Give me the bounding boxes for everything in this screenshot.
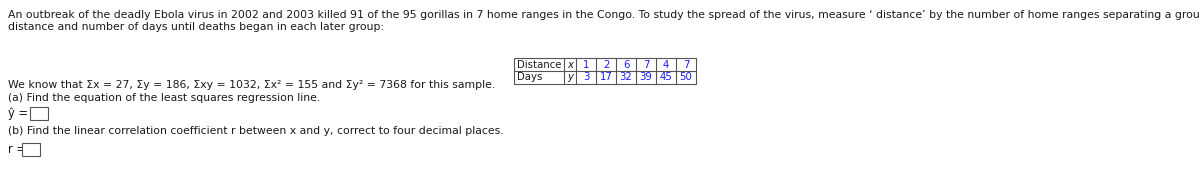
Text: 45: 45 [660, 73, 672, 82]
Text: 7: 7 [643, 59, 649, 69]
Text: 1: 1 [583, 59, 589, 69]
Text: 32: 32 [619, 73, 632, 82]
Text: We know that Σx = 27, Σy = 186, Σxy = 1032, Σx² = 155 and Σy² = 7368 for this sa: We know that Σx = 27, Σy = 186, Σxy = 10… [8, 80, 496, 90]
Bar [514, 58, 696, 84]
Bar [30, 107, 48, 120]
Bar [22, 143, 40, 156]
Text: 7: 7 [683, 59, 689, 69]
Text: y: y [568, 73, 574, 82]
Text: 3: 3 [583, 73, 589, 82]
Text: 6: 6 [623, 59, 629, 69]
Text: (a) Find the equation of the least squares regression line.: (a) Find the equation of the least squar… [8, 93, 320, 103]
Text: 4: 4 [662, 59, 670, 69]
Text: 39: 39 [640, 73, 653, 82]
Text: An outbreak of the deadly Ebola virus in 2002 and 2003 killed 91 of the 95 goril: An outbreak of the deadly Ebola virus in… [8, 10, 1200, 20]
Text: Distance: Distance [517, 59, 562, 69]
Text: 17: 17 [600, 73, 612, 82]
Text: r =: r = [8, 143, 26, 156]
Text: Days: Days [517, 73, 542, 82]
Text: 50: 50 [679, 73, 692, 82]
Text: x: x [568, 59, 574, 69]
Text: distance and number of days until deaths began in each later group:: distance and number of days until deaths… [8, 22, 384, 32]
Text: (b) Find the linear correlation coefficient r between x and y, correct to four d: (b) Find the linear correlation coeffici… [8, 126, 504, 136]
Text: ŷ =: ŷ = [8, 107, 28, 120]
Text: 2: 2 [602, 59, 610, 69]
